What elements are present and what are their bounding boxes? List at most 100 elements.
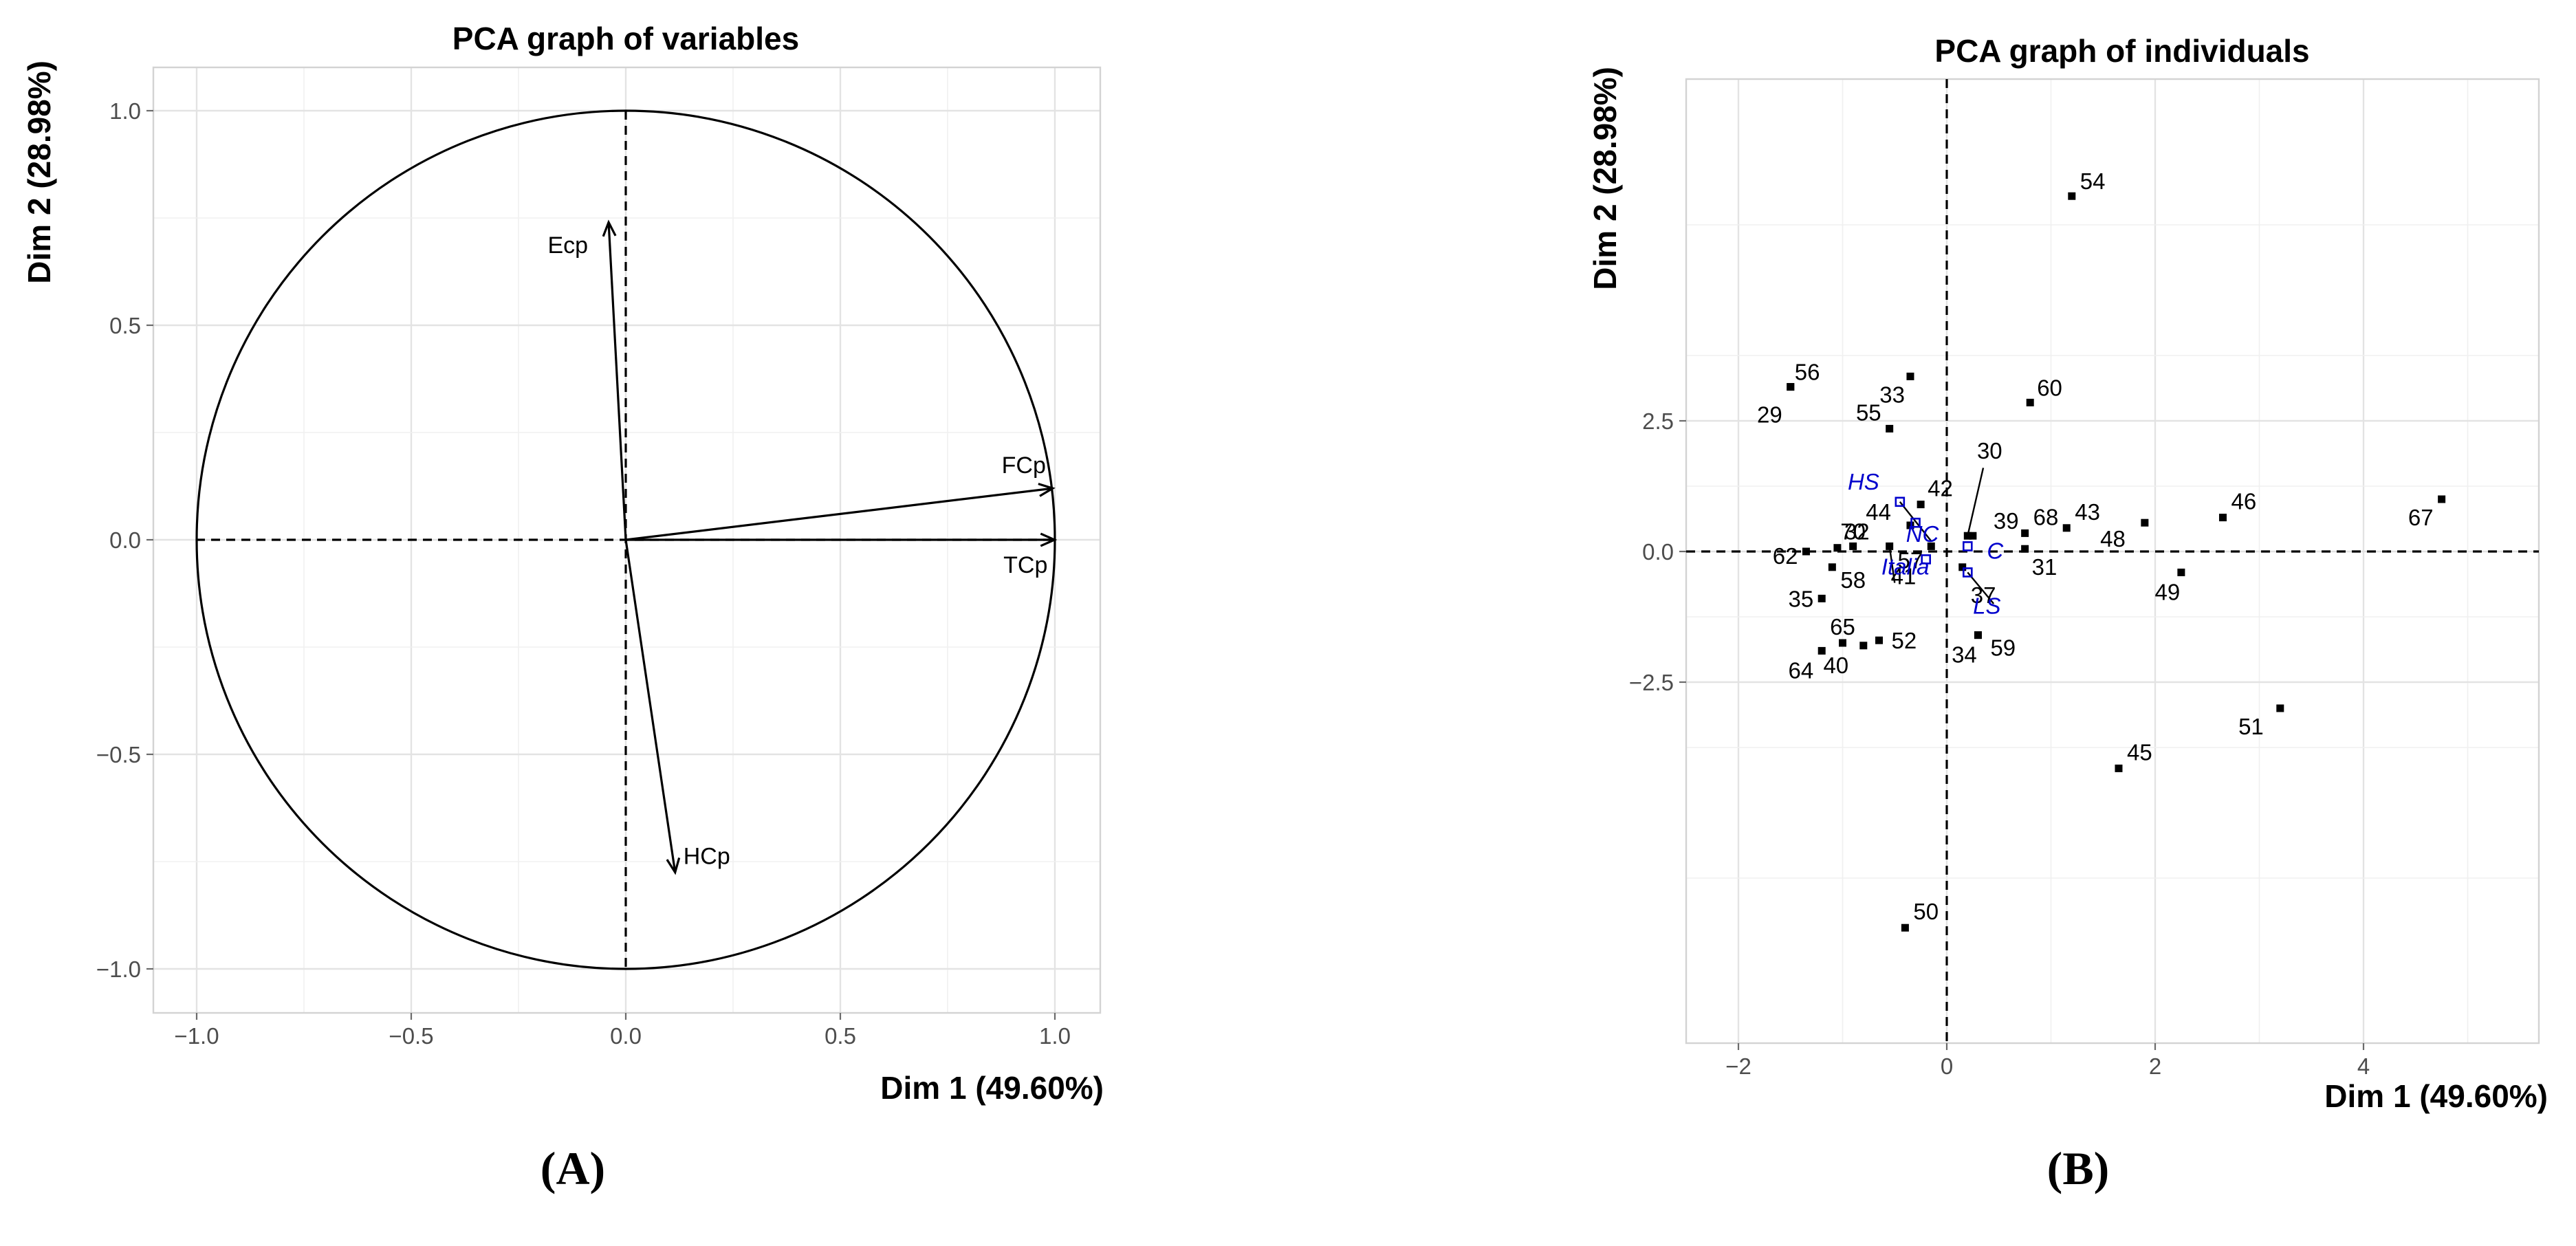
point-label-64: 64 <box>1788 657 1813 683</box>
supplementary-label-ls: LS <box>1973 593 2000 618</box>
point-41 <box>1886 542 1894 550</box>
variable-label-hcp: HCp <box>684 844 730 870</box>
supplementary-label-hs: HS <box>1848 469 1879 494</box>
supplementary-point-italia <box>1921 554 1931 565</box>
point-label-67: 67 <box>2408 505 2434 530</box>
point-label-44: 44 <box>1866 499 1891 525</box>
point-label-56: 56 <box>1795 360 1820 385</box>
variable-arrows: Ecp FCp TCp HCp <box>547 219 1058 875</box>
point-52 <box>1875 636 1884 644</box>
supplementary-label-italia: Italia <box>1881 554 1930 579</box>
arrow-head-tcp <box>1040 532 1058 547</box>
supplementary-point-hs <box>1895 496 1906 507</box>
point-58 <box>1828 563 1836 571</box>
supplementary-point-nc <box>1910 517 1921 528</box>
point-51 <box>2276 704 2284 712</box>
point-60 <box>2026 398 2034 406</box>
point-label-55: 55 <box>1856 400 1881 425</box>
point-label-52: 52 <box>1892 628 1917 653</box>
panel-b-y-tick-label: 0.0 <box>1642 539 1674 565</box>
panel-b-y-axis-title: Dim 2 (28.98%) <box>1587 67 1623 290</box>
point-43 <box>2062 524 2071 532</box>
point-label-48: 48 <box>2100 526 2126 551</box>
arrow-head-ecp <box>602 219 617 237</box>
panel-b-caption: (B) <box>2047 1142 2110 1194</box>
point-34 <box>1974 631 1982 640</box>
panel-a-y-tick-label: 0.0 <box>109 527 141 553</box>
label-connectors <box>1888 468 1995 604</box>
arrow-hcp <box>624 539 677 873</box>
panel-b-x-tick-label: −2 <box>1725 1053 1751 1079</box>
supplementary-points: HS NC C Italia LS <box>1848 469 2004 619</box>
variable-label-fcp: FCp <box>1002 452 1046 479</box>
point-49 <box>2177 568 2185 576</box>
panel-b-x-axis-title: Dim 1 (49.60%) <box>2324 1078 2548 1114</box>
arrow-head-fcp <box>1038 483 1056 497</box>
point-65 <box>1839 639 1846 647</box>
panel-b-grid <box>1686 79 2539 1043</box>
panel-a-caption: (A) <box>541 1142 605 1194</box>
panel-b-border <box>1685 78 2540 1045</box>
point-label-45: 45 <box>2127 739 2152 765</box>
panel-a-x-tick-label: 0.0 <box>610 1023 642 1049</box>
point-label-59: 59 <box>1990 635 2016 661</box>
panel-b-y-ticks: −2.5 0.0 2.5 <box>1629 408 1686 695</box>
point-68 <box>2021 529 2029 537</box>
point-label-54: 54 <box>2080 168 2106 194</box>
label-connector <box>1899 501 1932 542</box>
panel-b-x-tick-label: 0 <box>1941 1053 1953 1079</box>
panel-a-y-axis-title: Dim 2 (28.98%) <box>21 61 57 284</box>
panel-a-variables-plot: Ecp FCp TCp HCp −1.0 −0.5 0.0 0.5 1.0 −1.0 −0.5 0… <box>21 21 1104 1194</box>
panel-b-x-tick-label: 4 <box>2357 1053 2370 1079</box>
panel-b-x-ticks: −2 0 2 4 <box>1725 1043 2370 1079</box>
point-55 <box>1886 424 1894 433</box>
panel-a-y-tick-label: 0.5 <box>109 313 141 338</box>
point-label-42: 42 <box>1928 476 1953 501</box>
point-label-50: 50 <box>1913 899 1939 924</box>
panel-a-x-tick-label: −0.5 <box>389 1023 433 1049</box>
point-label-62: 62 <box>1773 543 1798 569</box>
point-label-57: 57 <box>1898 547 1923 573</box>
panel-a-y-ticks: −1.0 −0.5 0.0 0.5 1.0 <box>96 98 153 982</box>
point-32 <box>1833 544 1842 552</box>
point-29 <box>1787 383 1795 391</box>
point-label-46: 46 <box>2231 489 2256 514</box>
supplementary-point-ls <box>1963 567 1973 578</box>
point-label-34: 34 <box>1952 642 1977 668</box>
point-31 <box>2021 545 2029 553</box>
arrow-head-hcp <box>666 857 681 875</box>
panel-a-x-tick-label: 0.5 <box>825 1023 856 1049</box>
point-40 <box>1859 642 1868 650</box>
point-label-41: 41 <box>1891 563 1917 589</box>
point-45 <box>2115 764 2123 772</box>
panel-a-y-tick-label: −1.0 <box>96 957 141 982</box>
supplementary-point-c <box>1963 541 1973 551</box>
panel-a-y-tick-label: 1.0 <box>109 98 141 124</box>
point-label-37: 37 <box>1971 582 1996 608</box>
point-70 <box>1849 542 1857 550</box>
point-39 <box>1969 532 1977 540</box>
point-label-49: 49 <box>2155 579 2181 604</box>
point-label-39: 39 <box>1994 508 2019 534</box>
point-37 <box>1958 563 1967 571</box>
panel-a-x-axis-title: Dim 1 (49.60%) <box>880 1070 1104 1106</box>
point-label-51: 51 <box>2238 714 2264 739</box>
panel-b-title: PCA graph of individuals <box>1934 33 2309 69</box>
point-label-35: 35 <box>1788 586 1813 611</box>
point-30 <box>1963 532 1972 540</box>
point-33 <box>1906 372 1914 380</box>
point-label-33: 33 <box>1879 382 1905 407</box>
panel-b-x-tick-label: 2 <box>2149 1053 2161 1079</box>
point-48 <box>2141 518 2149 527</box>
point-label-58: 58 <box>1840 567 1866 593</box>
point-label-70: 70 <box>1840 518 1866 544</box>
point-44 <box>1906 521 1914 529</box>
panel-a-x-tick-label: −1.0 <box>174 1023 219 1049</box>
panel-a-x-tick-label: 1.0 <box>1039 1023 1071 1049</box>
arrow-ecp <box>607 222 627 540</box>
point-label-31: 31 <box>2032 554 2057 580</box>
point-label-60: 60 <box>2037 375 2062 400</box>
